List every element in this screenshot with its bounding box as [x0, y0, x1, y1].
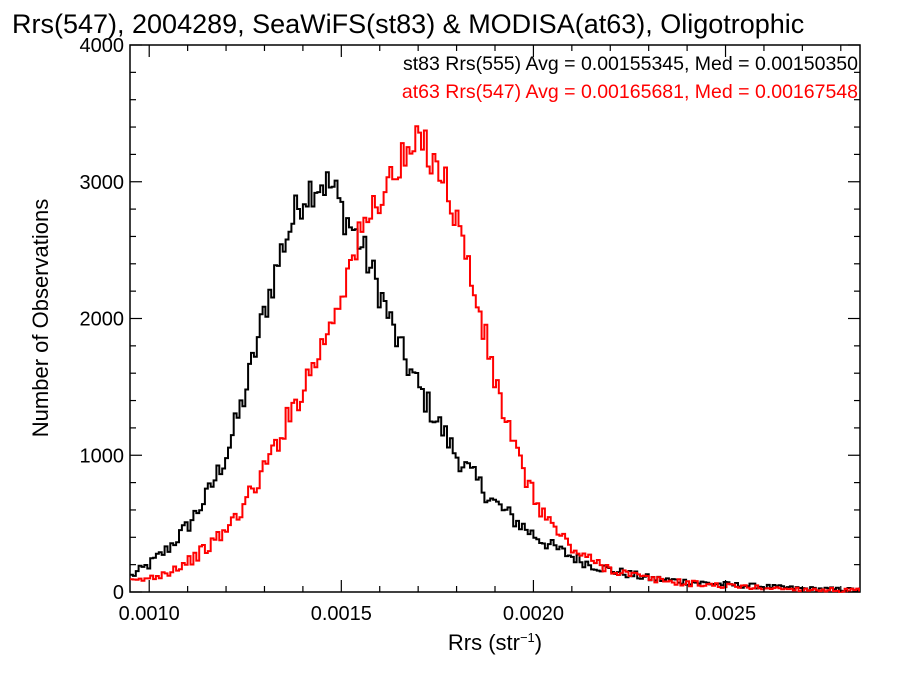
x-axis-label: Rrs (str−1)	[448, 630, 542, 655]
chart-title: Rrs(547), 2004289, SeaWiFS(st83) & MODIS…	[12, 9, 804, 39]
x-axis-label-superscript: −1	[520, 630, 535, 645]
plot-border	[129, 44, 861, 593]
series-line-at63	[130, 125, 860, 593]
y-axis-label: Number of Observations	[28, 199, 53, 437]
y-axis-ticks: 0 1000 2000 3000 4000	[80, 35, 860, 604]
y-tick-label: 4000	[80, 35, 125, 57]
x-axis-ticks: 0.0010 0.0015 0.0020 0.0025	[119, 45, 842, 625]
series-layer	[130, 125, 860, 593]
y-tick-label: 0	[113, 582, 124, 604]
legend: st83 Rrs(555) Avg = 0.00155345, Med = 0.…	[402, 53, 858, 103]
x-tick-label: 0.0010	[119, 603, 180, 625]
x-tick-label: 0.0020	[503, 603, 564, 625]
legend-entry-at63: at63 Rrs(547) Avg = 0.00165681, Med = 0.…	[402, 81, 858, 103]
y-tick-label: 1000	[80, 445, 125, 467]
legend-entry-st83: st83 Rrs(555) Avg = 0.00155345, Med = 0.…	[403, 53, 858, 75]
x-tick-label: 0.0015	[311, 603, 372, 625]
y-tick-label: 2000	[80, 309, 125, 331]
series-line-st83	[130, 171, 860, 593]
plot-area	[129, 44, 861, 593]
x-tick-label: 0.0025	[695, 603, 756, 625]
y-tick-label: 3000	[80, 172, 125, 194]
